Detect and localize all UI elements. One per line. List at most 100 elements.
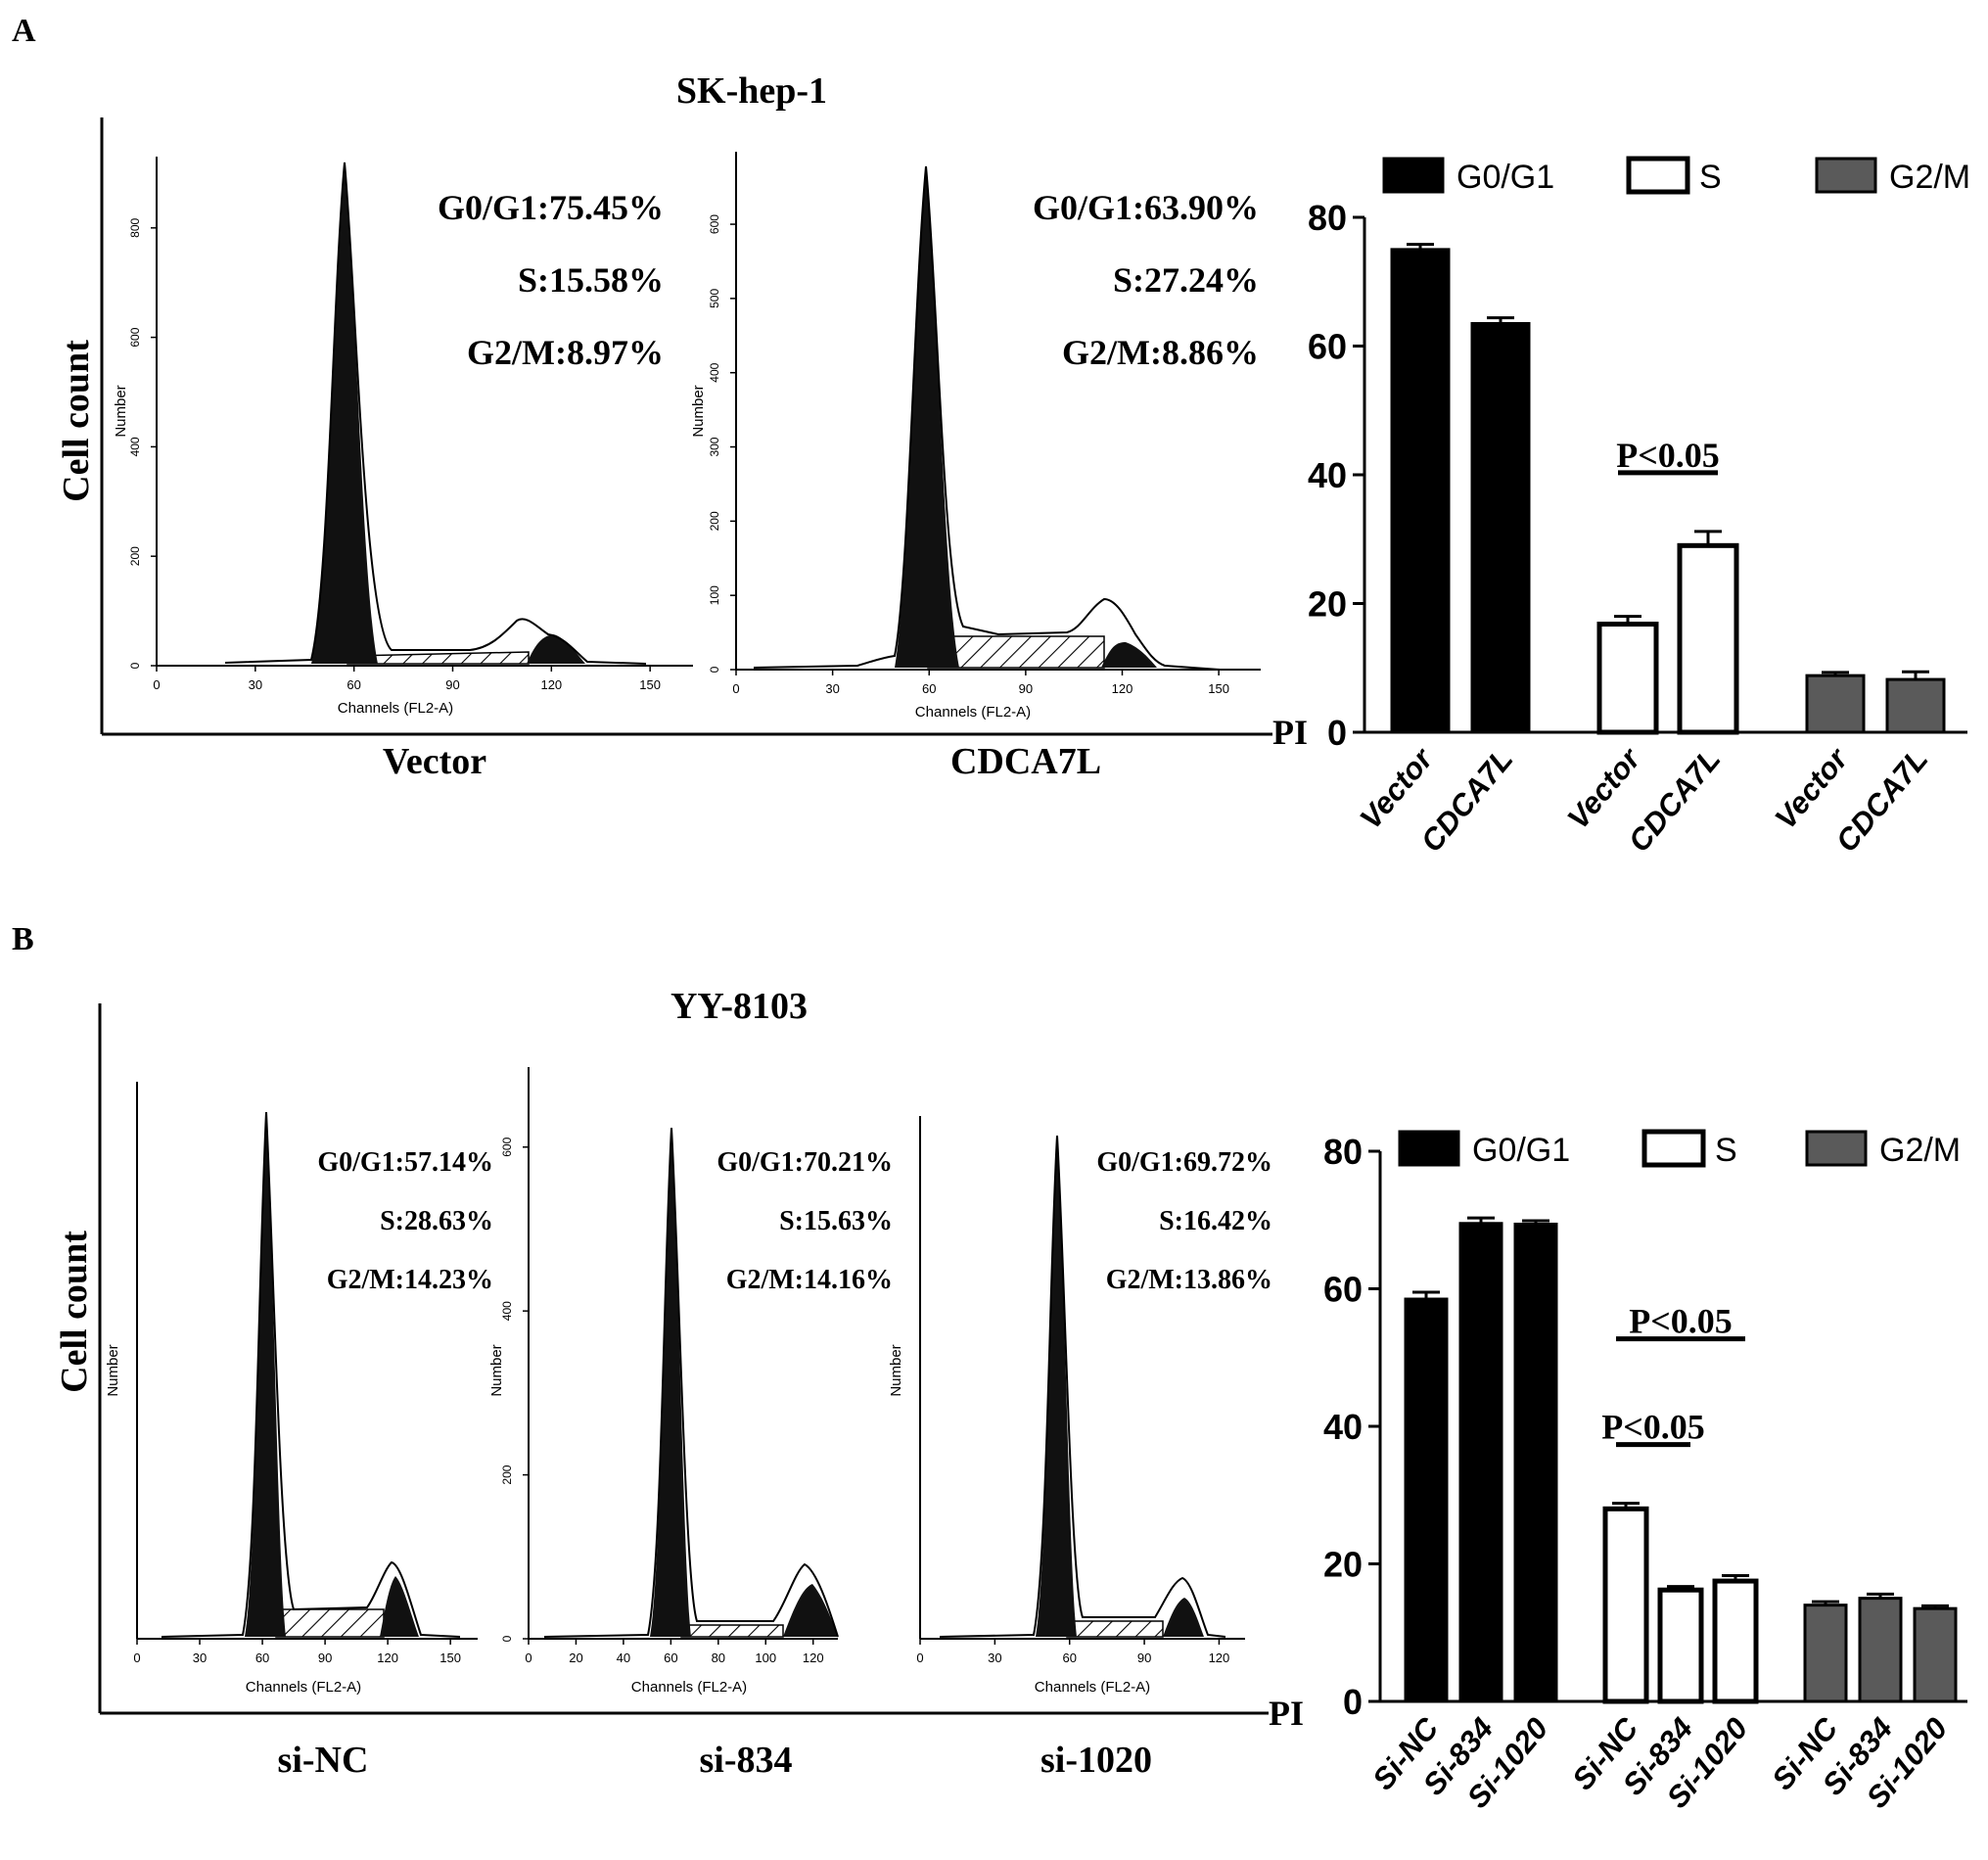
significance-label: P<0.05 bbox=[1601, 1408, 1705, 1447]
hist-x-tick-label: 90 bbox=[445, 677, 459, 692]
legend-label-g2m: G2/M bbox=[1879, 1132, 1961, 1169]
y-tick-label: 40 bbox=[1308, 455, 1347, 495]
cell-line-title: SK-hep-1 bbox=[676, 70, 827, 112]
histogram-si-834: Channels (FL2-A) Number G0/G1:70.21% S:1… bbox=[488, 1067, 893, 1781]
bar-s bbox=[1677, 542, 1739, 735]
bar-s bbox=[1602, 1506, 1649, 1704]
g0g1-peak bbox=[1036, 1136, 1077, 1637]
histogram-outline bbox=[939, 1135, 1226, 1638]
histogram-vector: Channels (FL2-A) Number G0/G1:75.45% S:1… bbox=[113, 157, 693, 782]
hist-x-tick-label: 60 bbox=[1062, 1651, 1076, 1665]
bar-s bbox=[1596, 622, 1659, 735]
bar-g0g1 bbox=[1404, 1297, 1449, 1703]
group-label: si-1020 bbox=[1040, 1740, 1152, 1781]
hist-x-tick-label: 150 bbox=[439, 1651, 461, 1665]
y-axis-title: Cell count bbox=[54, 1231, 95, 1393]
bar-g2m bbox=[1805, 674, 1866, 734]
legend: G0/G1 S G2/M bbox=[1398, 1129, 1961, 1169]
hist-x-axis-title: Channels (FL2-A) bbox=[631, 1679, 747, 1696]
bar-g2m bbox=[1885, 677, 1946, 734]
hist-y-tick-label: 800 bbox=[128, 217, 142, 237]
hist-y-axis-title: Number bbox=[888, 1344, 904, 1396]
histogram-si-nc: Channels (FL2-A) Number G0/G1:57.14% S:2… bbox=[105, 1082, 493, 1781]
g0g1-percent: G0/G1:75.45% bbox=[438, 188, 664, 227]
y-tick-label: 40 bbox=[1323, 1407, 1363, 1447]
legend-label-s: S bbox=[1699, 159, 1722, 196]
legend-swatch-g0g1 bbox=[1382, 157, 1445, 194]
hist-x-tick-label: 0 bbox=[732, 681, 739, 696]
g0g1-peak bbox=[311, 163, 378, 664]
legend: G0/G1 S G2/M bbox=[1382, 156, 1970, 196]
hist-x-tick-label: 120 bbox=[540, 677, 562, 692]
legend-swatch-g2m bbox=[1815, 157, 1877, 194]
hist-y-tick-label: 0 bbox=[500, 1635, 514, 1642]
s-percent: S:28.63% bbox=[380, 1206, 493, 1236]
hist-y-axis-title: Number bbox=[690, 385, 707, 437]
g2m-peak bbox=[380, 1576, 419, 1637]
hist-x-tick-label: 150 bbox=[1208, 681, 1229, 696]
hist-y-tick-label: 0 bbox=[128, 662, 142, 669]
legend-label-g0g1: G0/G1 bbox=[1472, 1132, 1570, 1169]
hist-x-tick-label: 120 bbox=[803, 1651, 824, 1665]
legend-swatch-g0g1 bbox=[1398, 1130, 1460, 1167]
g0g1-percent: G0/G1:70.21% bbox=[717, 1147, 893, 1178]
hist-x-tick-label: 0 bbox=[153, 677, 160, 692]
g2m-peak bbox=[527, 634, 585, 664]
group-label: Vector bbox=[383, 741, 486, 782]
histogram-outline bbox=[753, 165, 1221, 671]
hist-x-tick-label: 0 bbox=[525, 1651, 532, 1665]
hist-y-tick-label: 200 bbox=[500, 1465, 514, 1484]
bar-g0g1 bbox=[1458, 1222, 1503, 1703]
y-tick-label: 80 bbox=[1323, 1132, 1363, 1172]
hist-y-tick-label: 100 bbox=[708, 585, 721, 605]
legend-swatch-s bbox=[1641, 1129, 1706, 1168]
bar-g2m bbox=[1913, 1606, 1958, 1703]
hist-y-tick-label: 400 bbox=[500, 1301, 514, 1321]
hist-x-axis-title: Channels (FL2-A) bbox=[246, 1679, 361, 1696]
hist-x-tick-label: 60 bbox=[664, 1651, 677, 1665]
histogram-si-1020: Channels (FL2-A) Number G0/G1:69.72% S:1… bbox=[888, 1116, 1272, 1781]
hist-y-tick-label: 300 bbox=[708, 437, 721, 456]
hist-x-axis-title: Channels (FL2-A) bbox=[1035, 1679, 1150, 1696]
g0g1-percent: G0/G1:69.72% bbox=[1096, 1147, 1272, 1178]
y-tick-label: 60 bbox=[1323, 1270, 1363, 1310]
g0g1-percent: G0/G1:63.90% bbox=[1033, 188, 1259, 227]
bar-axis-ticks: 0 20 40 60 80 bbox=[1308, 198, 1364, 753]
hist-x-tick-label: 0 bbox=[133, 1651, 140, 1665]
hist-y-axis-title: Number bbox=[488, 1344, 505, 1396]
hist-x-tick-label: 30 bbox=[193, 1651, 207, 1665]
legend-label-g2m: G2/M bbox=[1889, 159, 1970, 196]
hist-x-tick-label: 90 bbox=[1137, 1651, 1151, 1665]
s-phase-hatch bbox=[680, 1624, 784, 1638]
s-percent: S:15.63% bbox=[779, 1206, 893, 1236]
s-phase-hatch bbox=[1066, 1620, 1164, 1638]
x-axis-unit: PI bbox=[1269, 1694, 1304, 1733]
histogram-cdca7l: Channels (FL2-A) Number G0/G1:63.90% S:2… bbox=[690, 152, 1261, 782]
hist-y-tick-label: 400 bbox=[128, 437, 142, 456]
hist-x-tick-label: 0 bbox=[916, 1651, 923, 1665]
g2m-peak bbox=[1101, 642, 1157, 668]
hist-x-tick-label: 60 bbox=[347, 677, 360, 692]
group-label: si-834 bbox=[700, 1740, 793, 1781]
hist-y-tick-label: 0 bbox=[708, 666, 721, 673]
y-tick-label: 0 bbox=[1343, 1682, 1363, 1722]
s-percent: S:15.58% bbox=[518, 260, 664, 300]
cell-line-title: YY-8103 bbox=[670, 986, 808, 1027]
legend-label-g0g1: G0/G1 bbox=[1456, 159, 1554, 196]
g2m-percent: G2/M:13.86% bbox=[1106, 1265, 1272, 1295]
g0g1-peak bbox=[895, 166, 959, 668]
hist-y-tick-label: 600 bbox=[708, 214, 721, 234]
y-tick-label: 20 bbox=[1308, 584, 1347, 625]
hist-x-tick-label: 60 bbox=[255, 1651, 269, 1665]
group-label: si-NC bbox=[278, 1740, 369, 1781]
histogram-outline bbox=[224, 162, 647, 665]
bar-g0g1 bbox=[1513, 1222, 1558, 1703]
y-tick-label: 0 bbox=[1327, 713, 1347, 753]
group-label: CDCA7L bbox=[950, 741, 1101, 782]
hist-x-tick-label: 150 bbox=[639, 677, 661, 692]
panel-letter: B bbox=[12, 921, 34, 957]
